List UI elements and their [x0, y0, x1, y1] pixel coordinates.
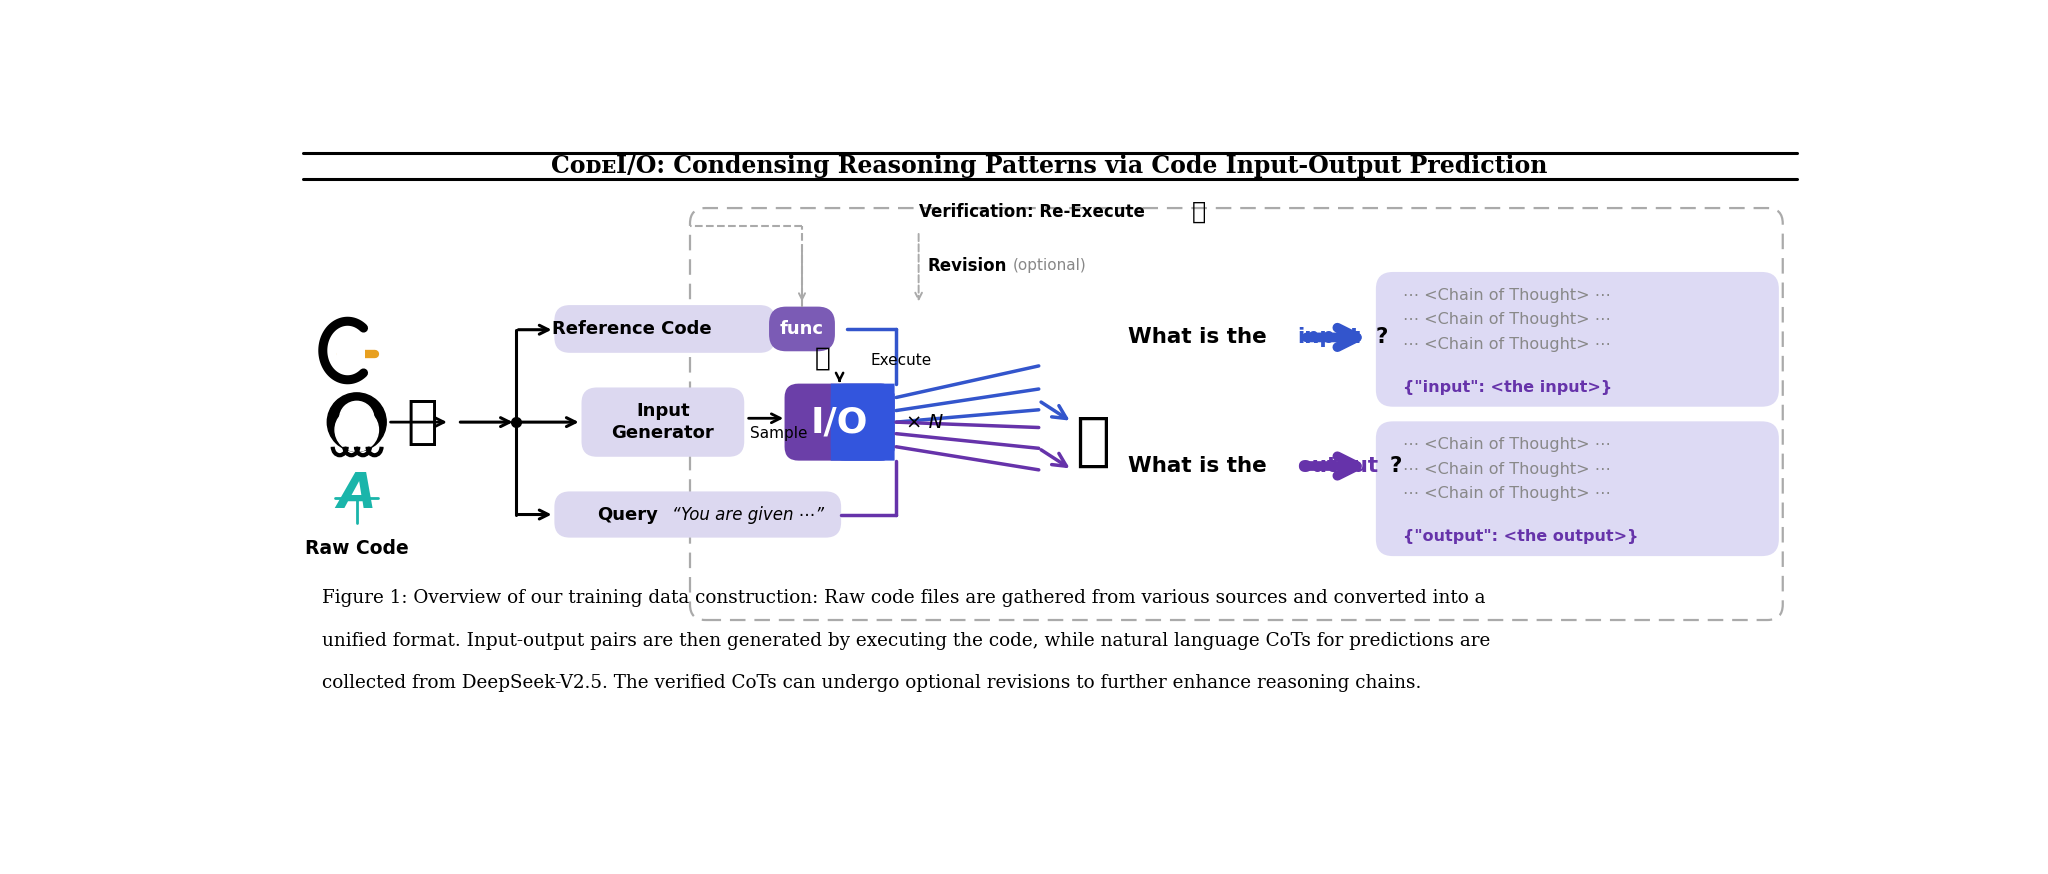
Text: ⋯ <Chain of Thought> ⋯: ⋯ <Chain of Thought> ⋯ — [1403, 437, 1610, 452]
Text: CᴏᴅᴇI/O: Condensing Reasoning Patterns via Code Input-Output Prediction: CᴏᴅᴇI/O: Condensing Reasoning Patterns v… — [551, 154, 1548, 177]
FancyBboxPatch shape — [770, 307, 836, 351]
Text: Input: Input — [637, 402, 690, 420]
Text: {"output": <the output>}: {"output": <the output>} — [1403, 530, 1638, 545]
Text: I/O: I/O — [811, 406, 868, 439]
Text: output: output — [1296, 456, 1378, 476]
Text: Sample: Sample — [750, 427, 807, 441]
Text: ⋯ <Chain of Thought> ⋯: ⋯ <Chain of Thought> ⋯ — [1403, 336, 1610, 352]
Text: Query: Query — [598, 505, 657, 524]
Text: Verification: Re-Execute: Verification: Re-Execute — [920, 203, 1145, 221]
Text: Generator: Generator — [612, 424, 715, 442]
FancyBboxPatch shape — [784, 384, 895, 461]
Text: 🐍: 🐍 — [1192, 200, 1206, 224]
Text: ⋯ <Chain of Thought> ⋯: ⋯ <Chain of Thought> ⋯ — [1403, 461, 1610, 476]
Circle shape — [336, 408, 379, 451]
Text: “You are given ⋯”: “You are given ⋯” — [672, 505, 823, 524]
Text: Reference Code: Reference Code — [553, 320, 713, 338]
Text: (optional): (optional) — [1014, 259, 1087, 274]
Text: Revision: Revision — [928, 257, 1008, 274]
FancyBboxPatch shape — [555, 305, 776, 353]
Text: Figure 1: Overview of our training data construction: Raw code files are gathere: Figure 1: Overview of our training data … — [322, 589, 1485, 607]
Polygon shape — [338, 339, 365, 362]
FancyBboxPatch shape — [582, 387, 743, 457]
Text: × N: × N — [905, 413, 944, 432]
Text: collected from DeepSeek-V2.5. The verified CoTs can undergo optional revisions t: collected from DeepSeek-V2.5. The verifi… — [322, 674, 1421, 692]
Text: 🐳: 🐳 — [408, 396, 438, 448]
Text: ⋯ <Chain of Thought> ⋯: ⋯ <Chain of Thought> ⋯ — [1403, 288, 1610, 302]
Text: What is the: What is the — [1128, 328, 1274, 348]
Text: A: A — [338, 470, 377, 518]
Text: 🐍: 🐍 — [815, 346, 829, 372]
Text: ?: ? — [1376, 328, 1389, 348]
Circle shape — [328, 392, 387, 451]
Text: unified format. Input-output pairs are then generated by executing the code, whi: unified format. Input-output pairs are t… — [322, 632, 1491, 649]
Text: Raw Code: Raw Code — [305, 539, 410, 558]
FancyBboxPatch shape — [831, 384, 895, 461]
FancyBboxPatch shape — [831, 384, 895, 461]
Text: ?: ? — [1391, 456, 1403, 476]
FancyBboxPatch shape — [1376, 421, 1780, 556]
FancyBboxPatch shape — [555, 491, 842, 538]
Text: func: func — [780, 320, 823, 338]
Text: ⋯ <Chain of Thought> ⋯: ⋯ <Chain of Thought> ⋯ — [1403, 312, 1610, 327]
Text: ⋯ <Chain of Thought> ⋯: ⋯ <Chain of Thought> ⋯ — [1403, 486, 1610, 501]
Text: {"input": <the input>}: {"input": <the input>} — [1403, 380, 1612, 395]
Text: What is the: What is the — [1128, 456, 1274, 476]
Text: input: input — [1296, 328, 1360, 348]
Text: Execute: Execute — [870, 353, 932, 368]
Text: 🐳: 🐳 — [1075, 413, 1110, 470]
Circle shape — [340, 401, 375, 435]
FancyBboxPatch shape — [1376, 272, 1780, 406]
